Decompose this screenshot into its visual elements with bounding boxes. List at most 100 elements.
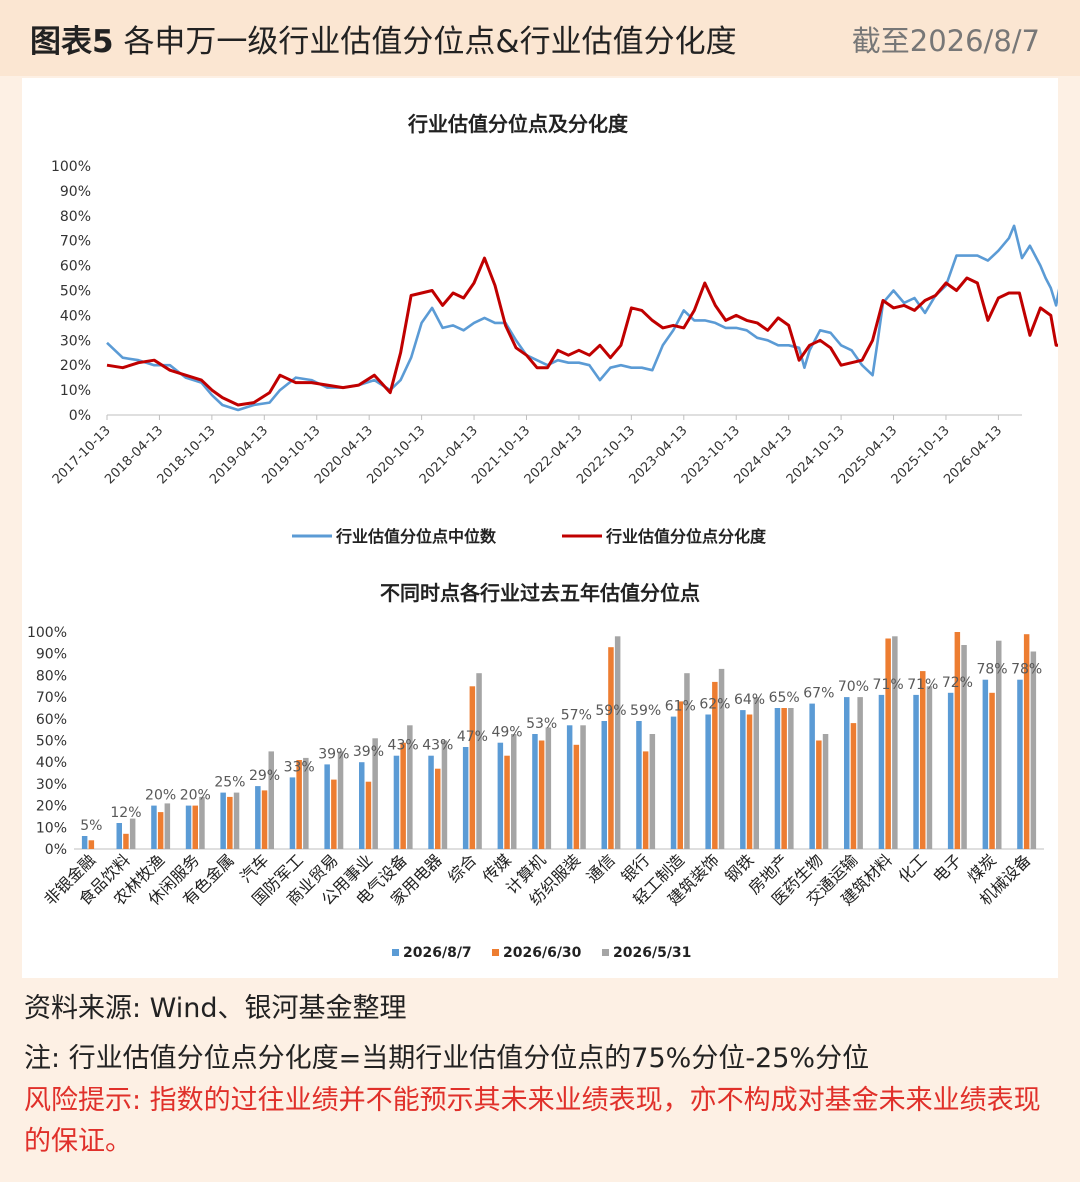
bar-gray <box>961 645 967 849</box>
bar-data-label: 25% <box>214 775 245 791</box>
bar-data-label: 71% <box>907 677 938 693</box>
bar-orange <box>920 671 926 849</box>
bar-gray <box>303 757 309 849</box>
line-y-tick-label: 30% <box>60 333 91 349</box>
bar-gray <box>268 751 274 849</box>
bar-data-label: 53% <box>526 716 557 732</box>
bar-orange <box>469 686 476 850</box>
bar-blue <box>255 786 261 849</box>
bar-chart-title: 不同时点各行业过去五年估值分位点 <box>380 581 700 605</box>
bar-y-tick-label: 10% <box>36 820 67 836</box>
bar-data-label: 47% <box>457 729 488 745</box>
bar-blue <box>289 777 296 849</box>
bar-orange <box>504 755 510 849</box>
line-y-tick-label: 10% <box>60 383 91 399</box>
bar-gray <box>164 803 171 849</box>
bar-blue <box>601 721 607 849</box>
bar-y-tick-label: 30% <box>36 777 67 793</box>
bar-orange <box>781 708 787 849</box>
bar-data-label: 43% <box>422 738 453 754</box>
line-y-tick-label: 70% <box>60 234 91 250</box>
bar-chart-legend: 2026/8/7 2026/6/30 2026/5/31 <box>392 945 691 961</box>
bar-category-label: 综合 <box>444 850 480 886</box>
bar-legend-swatch-gray <box>602 949 609 956</box>
bar-blue <box>151 805 157 849</box>
as-of-date: 截至2026/8/7 <box>851 24 1040 58</box>
bar-blue <box>81 836 88 849</box>
bar-gray <box>1030 651 1037 849</box>
bar-data-label: 59% <box>595 703 626 719</box>
bar-blue <box>774 708 781 849</box>
bar-orange <box>746 714 753 849</box>
bar-orange <box>712 681 718 849</box>
bar-orange <box>296 760 302 849</box>
bar-gray <box>511 734 517 849</box>
bar-y-tick-label: 90% <box>36 647 67 663</box>
bar-gray <box>614 636 621 849</box>
bar-orange <box>123 833 129 849</box>
bar-blue <box>393 755 400 849</box>
bar-blue <box>844 697 850 849</box>
bar-orange <box>88 840 95 849</box>
bar-data-label: 70% <box>838 679 869 695</box>
bar-orange <box>885 638 891 849</box>
bar-data-label: 39% <box>318 746 349 762</box>
bar-blue <box>497 742 504 849</box>
line-series-blue <box>106 224 1063 412</box>
bar-blue <box>947 692 954 849</box>
bar-gray <box>788 708 794 849</box>
bar-data-label: 71% <box>873 677 904 693</box>
bar-data-label: 20% <box>145 788 176 804</box>
bar-orange <box>816 740 822 849</box>
figure-title-text: 各申万一级行业估值分位点&行业估值分化度 <box>123 24 737 60</box>
bar-orange <box>642 751 649 849</box>
bar-data-label: 62% <box>699 696 730 712</box>
bar-orange <box>538 740 545 849</box>
source-text: 资料来源: Wind、银河基金整理 <box>24 993 407 1024</box>
bar-y-tick-label: 0% <box>45 842 67 858</box>
bar-orange <box>954 632 961 849</box>
bar-y-tick-label: 70% <box>36 690 67 706</box>
bar-chart-data-labels: 5%12%20% 20%25% 29%33%39% 39% 43% 43%47% 49%53… <box>80 662 1042 834</box>
line-chart-x-axis: 2017-10-132018-04-132018-10-132019-04-13… <box>50 415 1005 487</box>
bar-blue <box>462 747 469 849</box>
bar-gray <box>476 673 482 849</box>
line-chart-y-axis: 0% 10% 20% 30% 40% 50% 60% 70% 80% 90% 100% <box>51 159 1022 424</box>
figure-label: 图表5 <box>30 24 114 60</box>
line-y-tick-label: 90% <box>60 184 91 200</box>
bar-blue <box>878 694 885 849</box>
bar-orange <box>573 744 580 849</box>
bar-data-label: 64% <box>734 692 765 708</box>
bar-blue <box>359 762 365 849</box>
bar-blue <box>913 694 919 849</box>
bar-data-label: 59% <box>630 703 661 719</box>
bar-orange <box>989 692 995 849</box>
bar-blue <box>636 721 642 849</box>
line-y-tick-label: 100% <box>51 159 91 175</box>
bar-orange <box>365 781 372 849</box>
bar-orange <box>227 796 233 849</box>
bar-blue <box>532 734 538 849</box>
bar-chart-x-axis: 非银金融食品饮料农林牧渔休闲服务有色金属汽车国防军工商业贸易公用事业电气设备家用… <box>40 850 1034 909</box>
bar-data-label: 20% <box>180 788 211 804</box>
note-text: 注: 行业估值分位点分化度=当期行业估值分位点的75%分位-25%分位 <box>24 1043 870 1074</box>
bar-gray <box>857 697 863 849</box>
bar-gray <box>892 636 898 849</box>
line-y-tick-label: 80% <box>60 209 91 225</box>
bar-gray <box>649 734 656 849</box>
line-legend-label: 行业估值分位点分化度 <box>605 527 767 546</box>
bar-data-label: 33% <box>284 759 315 775</box>
bar-data-label: 29% <box>249 768 280 784</box>
bar-gray <box>372 738 378 849</box>
bar-gray <box>407 725 413 849</box>
bar-gray <box>199 796 205 849</box>
risk-warning: 风险提示: 指数的过往业绩并不能预示其未来业绩表现，亦不构成对基金未来业绩表现的… <box>24 1085 1041 1157</box>
bar-blue <box>220 792 226 849</box>
bar-chart-bars <box>81 632 1037 850</box>
bar-blue <box>809 703 815 849</box>
line-y-tick-label: 40% <box>60 308 91 324</box>
line-chart-legend: 行业估值分位点中位数 行业估值分位点分化度 <box>292 527 767 546</box>
bar-orange <box>1023 634 1030 849</box>
line-y-tick-label: 60% <box>60 259 91 275</box>
